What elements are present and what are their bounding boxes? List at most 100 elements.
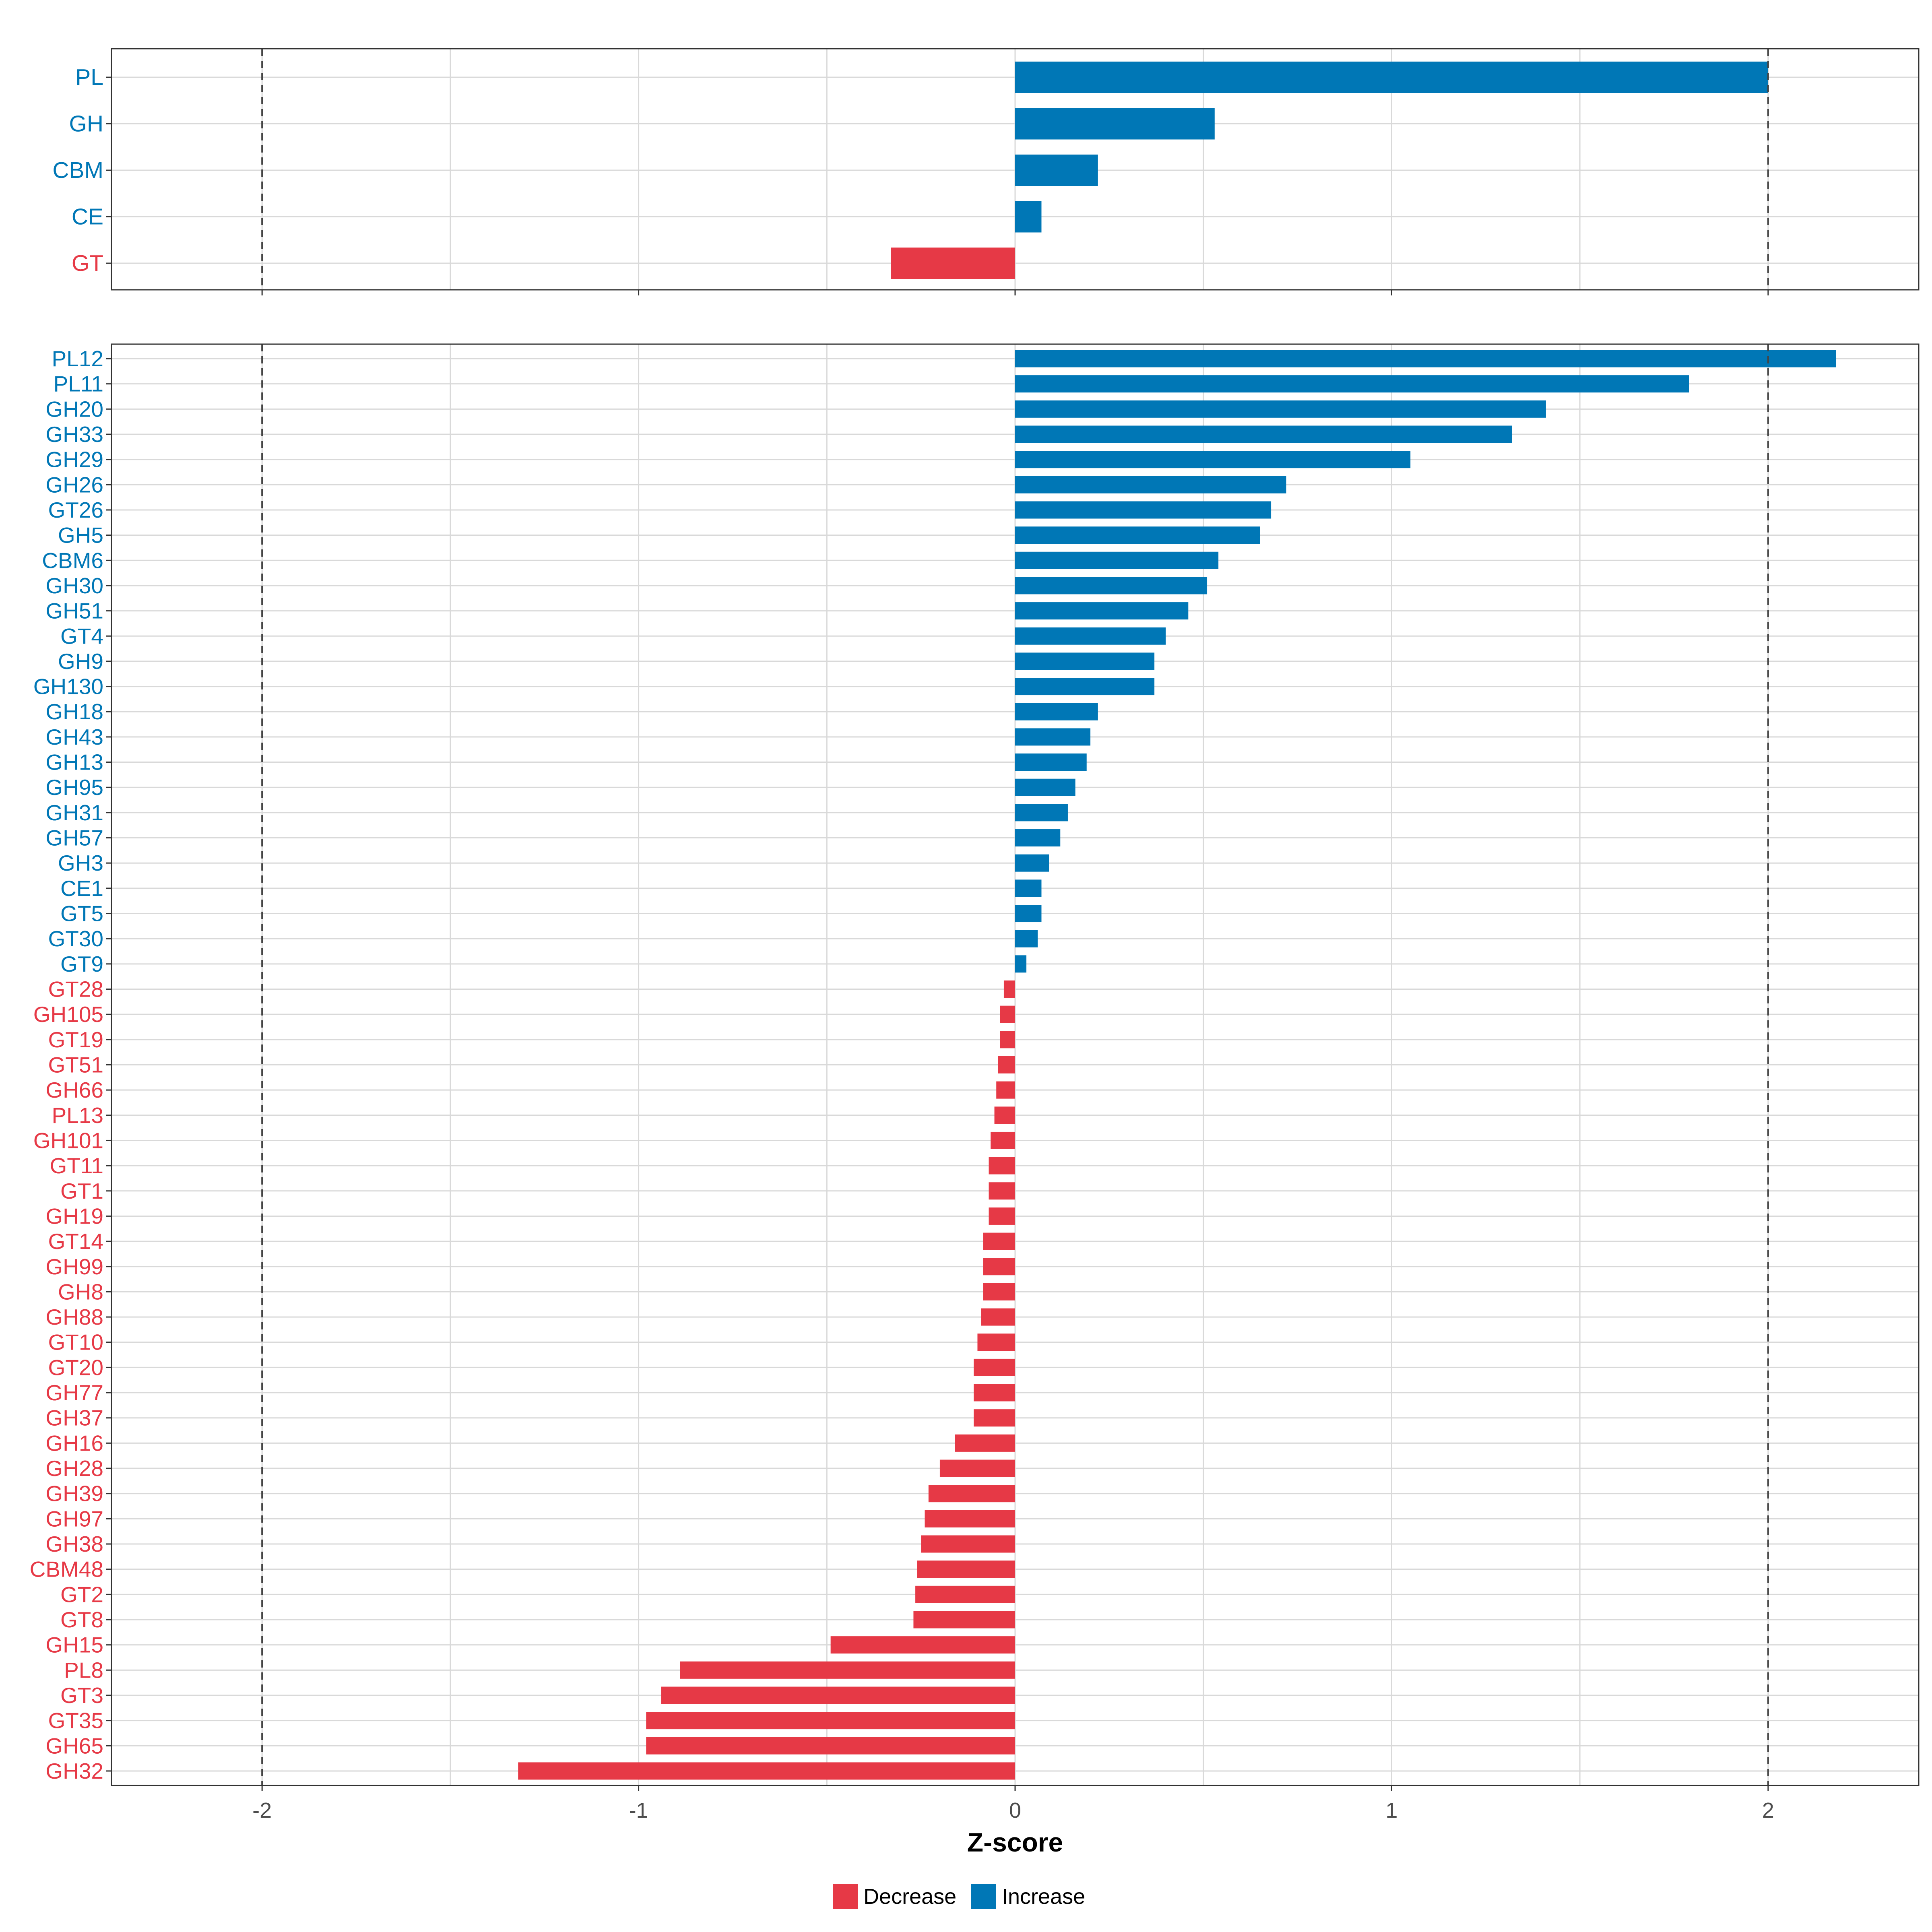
bar-gt35 [646,1712,1015,1730]
legend-swatch-decrease [833,1884,858,1909]
bar-gh29 [1015,451,1411,469]
bar-gt8 [913,1611,1015,1629]
bottom-bars [518,350,1836,1780]
bar-gt20 [974,1358,1015,1376]
bar-gh13 [1015,753,1087,771]
top-x-ticks [261,290,1769,295]
category-label-ce1: CE1 [60,876,103,901]
bar-gh [1015,108,1215,140]
category-label-gt20: GT20 [48,1355,103,1380]
category-label-gh66: GH66 [45,1077,103,1102]
x-tick-label: 2 [1762,1798,1774,1823]
category-label-gh57: GH57 [45,826,103,850]
category-label-gh65: GH65 [45,1733,103,1758]
category-label-pl8: PL8 [64,1657,103,1682]
bar-gh95 [1015,778,1075,796]
bar-gt1 [989,1182,1015,1200]
bar-gh31 [1015,804,1068,822]
bar-gh32 [518,1762,1015,1780]
bar-gh105 [1000,1005,1015,1023]
x-tick-label: -1 [629,1798,648,1823]
bar-gt11 [989,1157,1015,1174]
legend: Decrease Increase [833,1884,1085,1909]
category-label-gh37: GH37 [45,1406,103,1430]
category-label-cbm: CBM [52,157,103,183]
category-label-gh99: GH99 [45,1254,103,1279]
top-panel: PL GH CBM CE GT [52,48,1920,295]
category-label-gh19: GH19 [45,1203,103,1228]
category-label-gt19: GT19 [48,1027,103,1052]
category-label-gh105: GH105 [33,1002,103,1027]
category-label-gh8: GH8 [58,1279,103,1304]
category-label-cbm6: CBM6 [42,548,103,573]
bar-gt30 [1015,930,1038,947]
x-axis-title: Z-score [967,1827,1063,1857]
bottom-panel: -2 -1 0 1 2 PL12PL11GH20GH33GH29GH26GT26GH5C… [30,343,1920,1823]
category-label-gt30: GT30 [48,926,103,951]
bar-gh9 [1015,652,1155,670]
top-category-labels: PL GH CBM CE GT [52,64,111,276]
bar-gt5 [1015,905,1042,923]
category-label-gh88: GH88 [45,1305,103,1329]
category-label-gh9: GH9 [58,649,103,674]
bar-gh38 [921,1535,1015,1553]
category-label-gh38: GH38 [45,1532,103,1556]
bar-gh3 [1015,854,1049,872]
bar-gt28 [1003,980,1015,998]
bar-gh19 [989,1207,1015,1225]
x-tick-label: -2 [252,1798,272,1823]
bar-pl13 [994,1106,1015,1124]
top-bars [891,62,1768,279]
bar-cbm6 [1015,551,1219,569]
bar-gh43 [1015,728,1091,746]
bar-gh33 [1015,425,1512,443]
category-label-gh130: GH130 [33,674,103,699]
category-label-gh5: GH5 [58,523,103,548]
bar-gt [891,248,1015,279]
bar-gt14 [983,1232,1015,1250]
bar-gt3 [661,1686,1015,1704]
bar-gh37 [974,1409,1015,1427]
legend-swatch-increase [971,1884,996,1909]
bar-gt26 [1015,501,1271,519]
category-label-gt4: GT4 [60,623,103,648]
category-label-pl11: PL11 [54,372,103,396]
category-label-gt: GT [72,250,103,276]
category-label-gt35: GT35 [48,1708,103,1733]
bar-gh130 [1015,678,1155,696]
category-label-gh31: GH31 [45,800,103,825]
bar-gh39 [928,1485,1015,1503]
category-label-gt8: GT8 [60,1607,103,1632]
bar-gh97 [925,1510,1015,1527]
bar-gh65 [646,1737,1015,1754]
category-label-gt2: GT2 [60,1582,103,1607]
category-label-gt9: GT9 [60,952,103,976]
category-label-gh101: GH101 [33,1128,103,1153]
legend-label-increase: Increase [1002,1885,1085,1909]
category-label-gh32: GH32 [45,1759,103,1783]
bar-gh66 [996,1081,1015,1099]
bar-pl8 [680,1661,1015,1679]
category-label-gt3: GT3 [60,1683,103,1708]
bar-gh88 [981,1308,1015,1326]
category-label-gh30: GH30 [45,573,103,598]
category-label-gh20: GH20 [45,396,103,421]
category-label-gh77: GH77 [45,1380,103,1405]
bar-gh16 [955,1434,1015,1452]
category-label-pl13: PL13 [52,1103,103,1128]
category-label-gt11: GT11 [50,1153,103,1178]
category-label-gt14: GT14 [48,1229,103,1254]
bar-ce1 [1015,879,1042,897]
category-label-gh95: GH95 [45,775,103,800]
legend-label-decrease: Decrease [863,1885,956,1909]
bottom-category-labels: PL12PL11GH20GH33GH29GH26GT26GH5CBM6GH30G… [30,346,111,1783]
bar-gh99 [983,1258,1015,1276]
bar-gt10 [977,1333,1015,1351]
bottom-x-ticks: -2 -1 0 1 2 [252,1785,1774,1823]
x-tick-label: 1 [1385,1798,1397,1823]
bar-gt51 [998,1056,1015,1073]
category-label-gt51: GT51 [48,1052,103,1077]
category-label-gh43: GH43 [45,724,103,749]
